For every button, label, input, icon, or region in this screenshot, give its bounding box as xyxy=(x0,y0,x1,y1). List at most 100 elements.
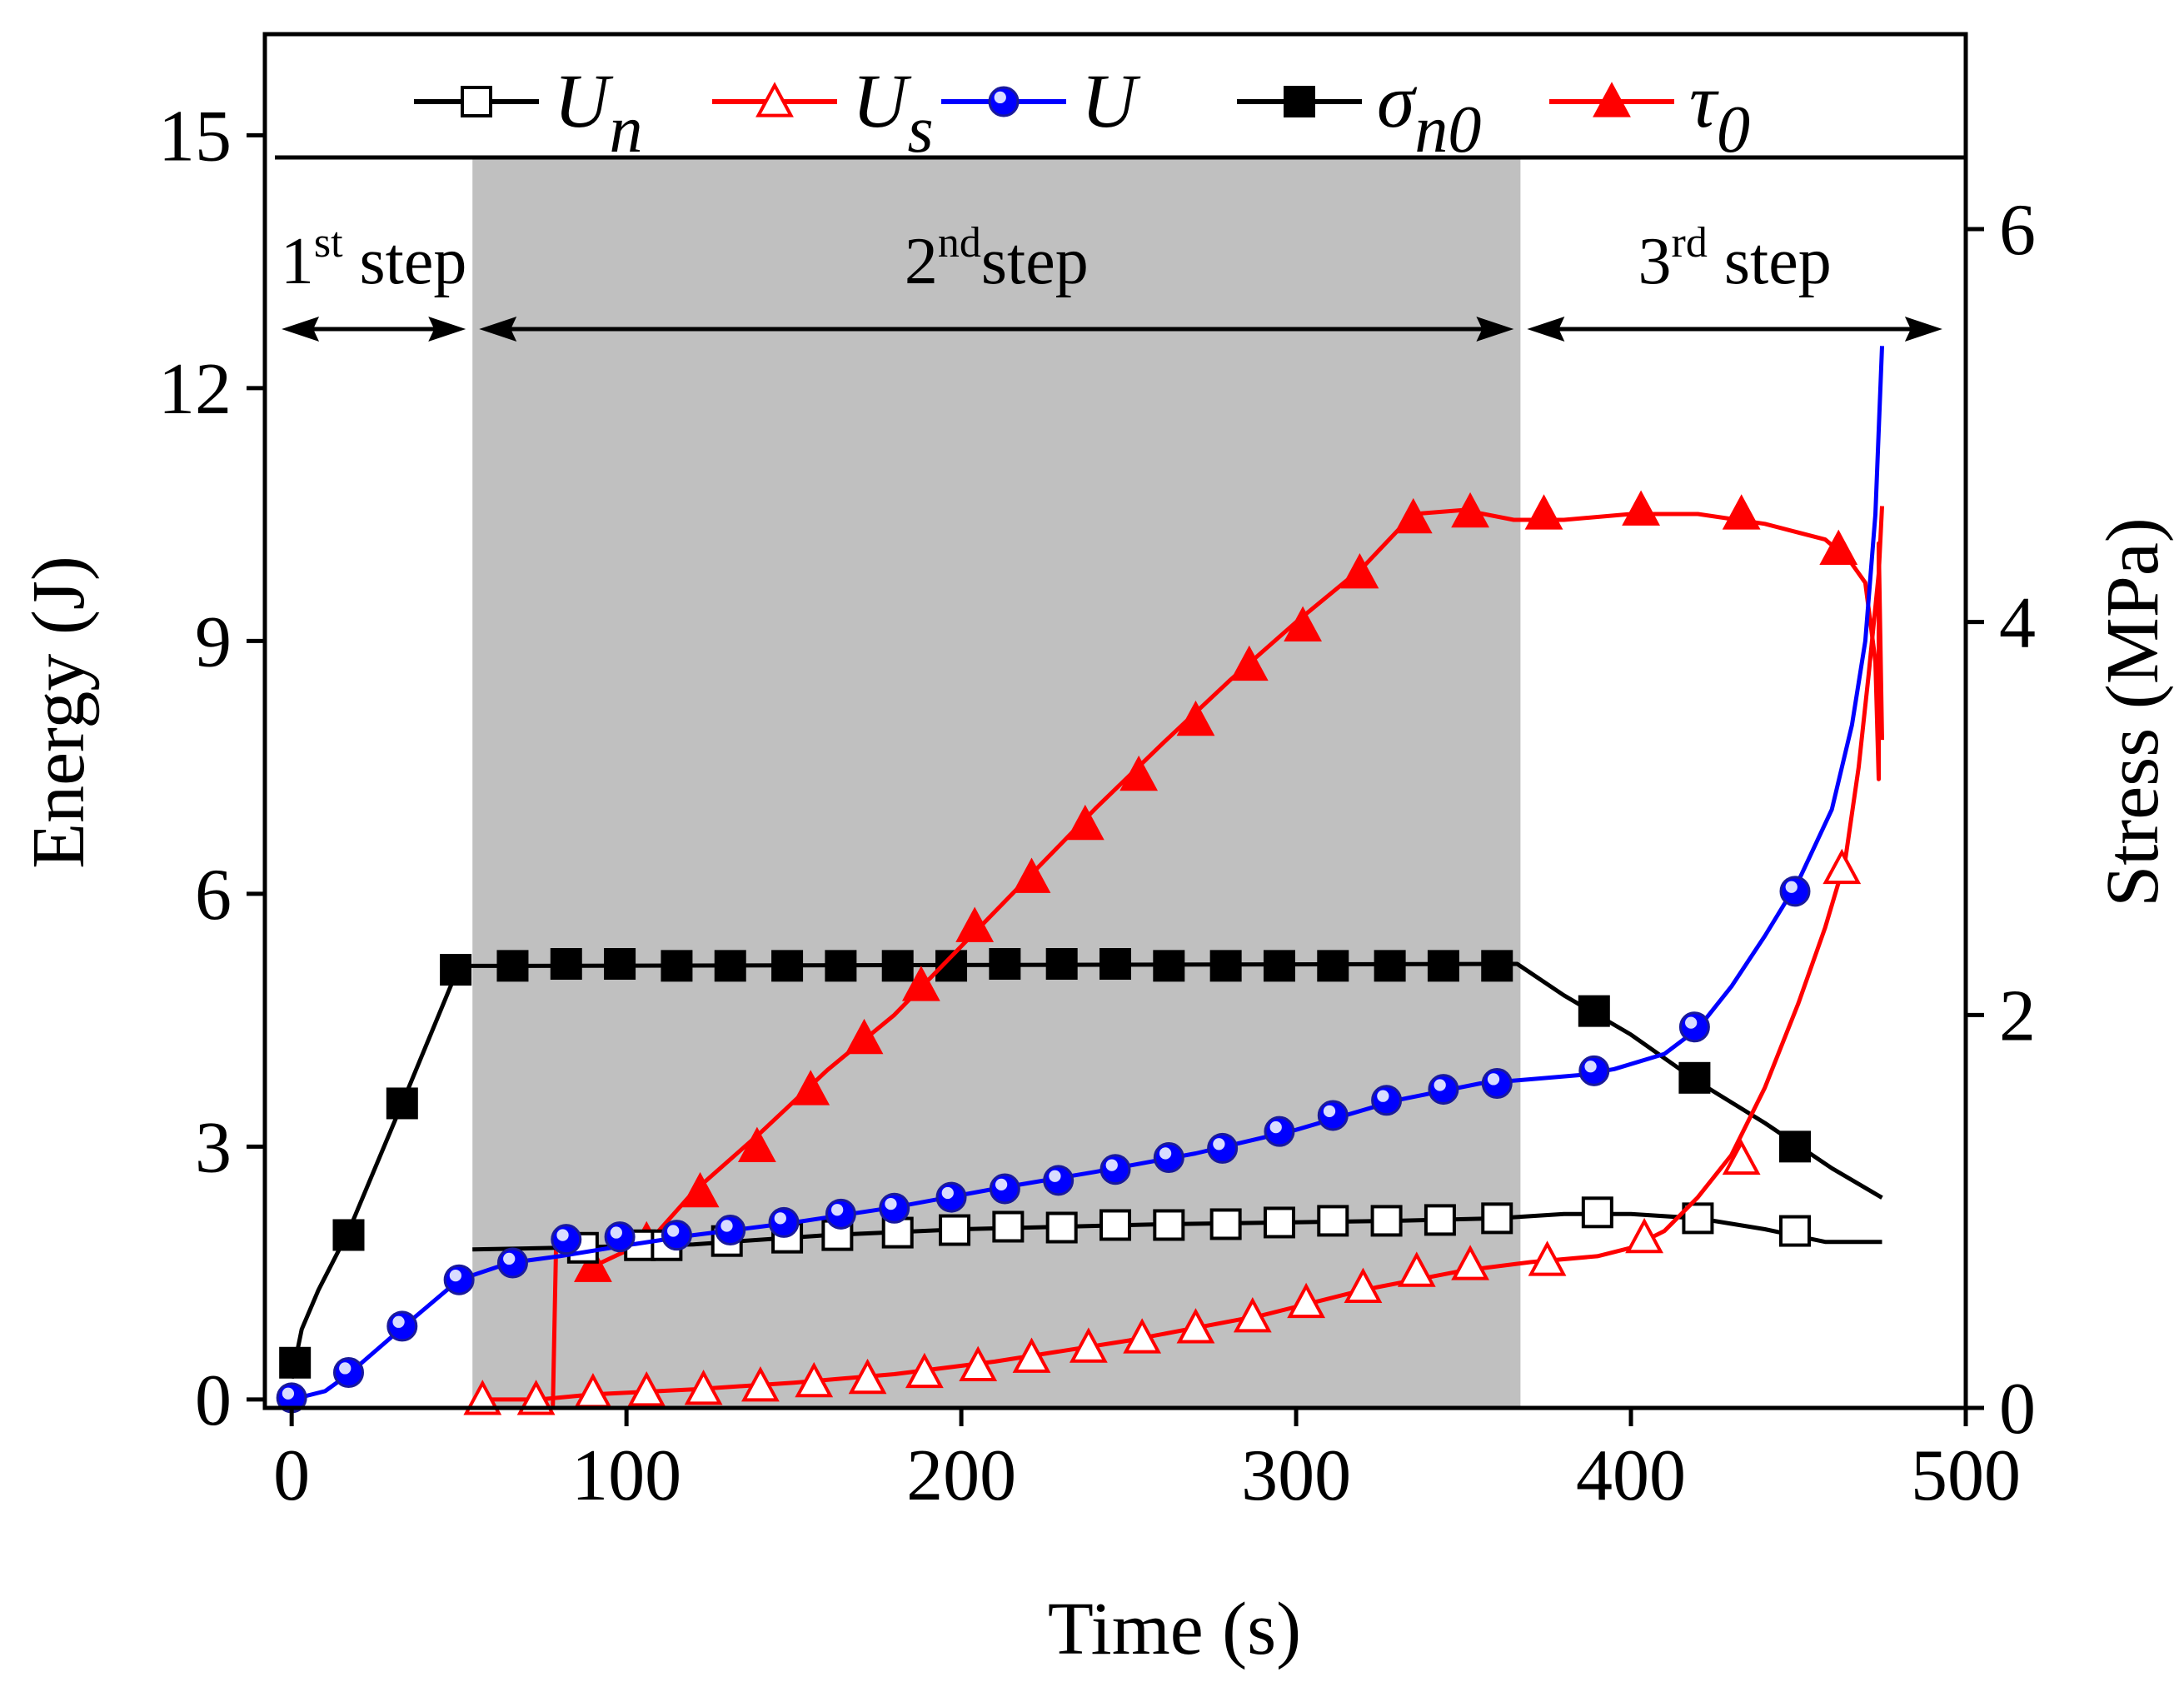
data-point-highlight xyxy=(1323,1105,1336,1117)
data-point xyxy=(795,1361,834,1398)
data-point xyxy=(1678,1061,1711,1094)
data-point xyxy=(604,948,636,981)
step-label: 3rd step xyxy=(1638,219,1832,298)
y-left-tick-label: 9 xyxy=(195,601,232,682)
data-point xyxy=(1287,1282,1326,1319)
arrow-head-right xyxy=(1904,317,1942,342)
data-point xyxy=(989,948,1021,981)
data-point xyxy=(332,1219,365,1251)
series-U_n xyxy=(472,1196,1882,1264)
data-point xyxy=(845,1018,884,1055)
data-point xyxy=(1045,1211,1078,1244)
data-point-highlight xyxy=(503,1252,516,1265)
step-annotation: 3rd step xyxy=(1527,219,1942,342)
data-point xyxy=(279,1346,312,1379)
data-point xyxy=(1209,1208,1242,1240)
data-point xyxy=(1012,857,1051,893)
data-point xyxy=(771,950,804,982)
data-point-highlight xyxy=(667,1225,680,1237)
data-point xyxy=(1625,1217,1664,1254)
data-point xyxy=(1778,1215,1811,1247)
data-point-highlight xyxy=(556,1229,569,1241)
x-tick-label: 300 xyxy=(1241,1435,1351,1516)
data-point xyxy=(681,1171,720,1208)
data-point xyxy=(1317,1205,1349,1237)
data-point xyxy=(1394,497,1433,534)
data-point xyxy=(1099,948,1131,981)
data-point xyxy=(386,1087,418,1120)
data-point xyxy=(1153,1209,1185,1241)
data-point-highlight xyxy=(995,1178,1008,1191)
step-annotation: 2ndstep xyxy=(479,219,1514,342)
data-point xyxy=(1209,950,1242,982)
legend-label: σn0 xyxy=(1377,58,1481,167)
data-point xyxy=(741,1365,780,1402)
data-point xyxy=(959,1345,998,1382)
step-label: 1st step xyxy=(281,219,467,298)
data-point xyxy=(1593,82,1631,117)
data-point xyxy=(905,1352,944,1389)
data-point xyxy=(1451,1245,1489,1280)
series-U xyxy=(276,346,1884,1414)
data-point xyxy=(1424,1204,1456,1236)
data-point xyxy=(1528,1240,1567,1276)
data-point xyxy=(1176,700,1215,736)
data-point xyxy=(1340,552,1379,589)
step-annotation: 1st step xyxy=(281,219,467,342)
data-point xyxy=(461,86,492,117)
legend-item-U: U xyxy=(941,58,1141,143)
data-point xyxy=(992,1210,1025,1243)
legend-item-U_n: Un xyxy=(414,58,642,167)
data-point xyxy=(881,950,914,982)
data-point xyxy=(1153,950,1185,982)
data-point xyxy=(1176,1308,1215,1344)
data-point-highlight xyxy=(1159,1147,1172,1160)
y-right-tick-label: 6 xyxy=(1999,190,2036,271)
arrow-head-right xyxy=(428,317,466,342)
legend-label: τ0 xyxy=(1689,58,1750,167)
y-left-tick-label: 15 xyxy=(158,96,232,177)
data-point xyxy=(496,950,529,982)
legend-label: Un xyxy=(554,58,642,167)
data-point xyxy=(1819,529,1858,566)
legend-item-sigma_n0: σn0 xyxy=(1237,58,1481,167)
data-point-highlight xyxy=(1105,1159,1118,1171)
data-point-highlight xyxy=(1269,1121,1282,1134)
data-point-highlight xyxy=(449,1269,462,1282)
data-point xyxy=(1123,1318,1162,1354)
data-point xyxy=(737,1126,776,1162)
data-point xyxy=(1263,1206,1295,1239)
y-right-tick-label: 4 xyxy=(1999,583,2036,664)
x-tick-label: 0 xyxy=(273,1435,310,1516)
data-point-highlight xyxy=(774,1212,786,1225)
data-point xyxy=(1012,1337,1051,1373)
data-point xyxy=(1119,755,1159,791)
data-point xyxy=(1481,950,1513,982)
y-left-tick-label: 0 xyxy=(195,1360,232,1441)
y-left-tick-label: 3 xyxy=(195,1107,232,1188)
data-point xyxy=(1065,804,1104,841)
data-point xyxy=(1263,950,1295,982)
data-point xyxy=(955,906,995,942)
x-tick-label: 100 xyxy=(571,1435,681,1516)
data-point-highlight xyxy=(721,1220,733,1232)
data-point xyxy=(1822,848,1862,885)
step-annotations: 1st step 2ndstep 3rd step xyxy=(281,219,1942,342)
data-point xyxy=(1374,950,1406,982)
arrow-head-left xyxy=(479,317,517,342)
arrow-head-left xyxy=(1527,317,1565,342)
data-point-highlight xyxy=(1377,1090,1389,1102)
data-point xyxy=(684,1369,723,1405)
data-point-highlight xyxy=(610,1226,622,1239)
data-point xyxy=(1481,1202,1513,1235)
data-point-highlight xyxy=(392,1315,405,1328)
series-U_s xyxy=(463,506,1884,1415)
data-point xyxy=(1722,1139,1761,1175)
x-tick-label: 400 xyxy=(1576,1435,1686,1516)
legend-item-tau_0: τ0 xyxy=(1549,58,1750,167)
data-point-highlight xyxy=(941,1186,954,1200)
data-point-highlight xyxy=(282,1387,295,1400)
x-tick-label: 500 xyxy=(1911,1435,2021,1516)
